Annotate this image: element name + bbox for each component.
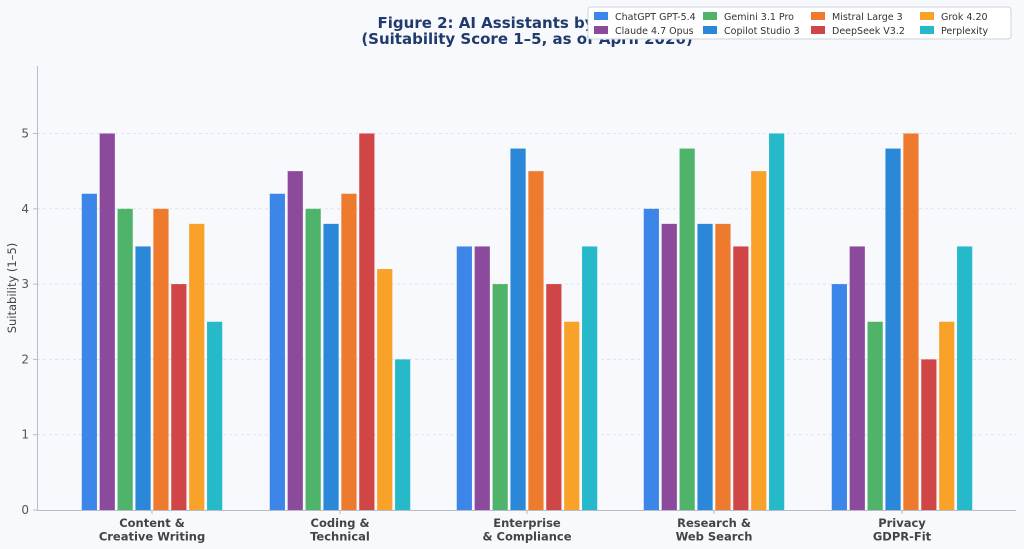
bar: [207, 321, 223, 510]
bar: [867, 321, 883, 510]
bar: [305, 208, 321, 511]
legend-label: Claude 4.7 Opus: [615, 26, 694, 37]
bar: [715, 223, 731, 511]
axes: Suitability (1–5): [5, 66, 1016, 511]
bar: [751, 171, 767, 510]
y-tick-label: 2: [21, 352, 29, 366]
bar: [287, 171, 303, 510]
x-tick-label: & Compliance: [482, 530, 571, 544]
legend-label: Gemini 3.1 Pro: [724, 12, 794, 23]
bar: [359, 133, 375, 510]
bar: [395, 359, 411, 510]
bar: [377, 269, 393, 510]
legend: ChatGPT GPT-5.4 Claude 4.7 Opus Gemini 3.1…: [587, 6, 1012, 40]
x-tick-label: Coding &: [311, 516, 370, 530]
bar: [697, 223, 713, 511]
bar: [957, 246, 973, 510]
legend-label: Copilot Studio 3: [724, 26, 800, 37]
bar: [99, 133, 115, 510]
bar: [153, 208, 169, 511]
x-tick-label: Creative Writing: [99, 530, 205, 544]
bar: [849, 246, 865, 510]
y-tick-label: 5: [21, 127, 29, 141]
legend-swatch: [594, 26, 608, 34]
bar: [341, 193, 357, 511]
y-tick-label: 3: [21, 277, 29, 291]
bar: [189, 223, 205, 511]
bar: [831, 284, 847, 510]
x-tick-label: GDPR-Fit: [873, 530, 932, 544]
bar: [643, 208, 659, 511]
bar: [474, 246, 490, 510]
legend-box: [587, 6, 1012, 40]
legend-label: DeepSeek V3.2: [832, 26, 905, 37]
x-tick-label: Privacy: [878, 516, 926, 530]
bar: [564, 321, 580, 510]
bar: [323, 223, 339, 511]
bars: Content &Creative Writing Coding &Technic…: [81, 133, 973, 544]
bar: [546, 284, 562, 510]
bar: [492, 284, 508, 510]
x-tick-label: Content &: [119, 516, 185, 530]
bar: [81, 193, 97, 511]
bar: [528, 171, 544, 510]
bar: [269, 193, 285, 511]
legend-swatch: [811, 26, 825, 34]
y-tick-label: 0: [21, 503, 29, 517]
legend-swatch: [703, 12, 717, 20]
bar: [903, 133, 919, 510]
bar: [456, 246, 472, 510]
x-tick-label: Enterprise: [493, 516, 561, 530]
bar: [885, 148, 901, 510]
legend-swatch: [594, 12, 608, 20]
legend-label: Mistral Large 3: [832, 12, 903, 23]
bar: [679, 148, 695, 510]
bar: [171, 284, 187, 510]
x-tick-label: Web Search: [676, 530, 753, 544]
bar: [661, 223, 677, 511]
y-tick-label: 1: [21, 428, 29, 442]
x-tick-label: Technical: [310, 530, 370, 544]
bar: [582, 246, 598, 510]
bar: [939, 321, 955, 510]
legend-label: Perplexity: [941, 26, 988, 37]
legend-swatch: [920, 26, 934, 34]
legend-swatch: [811, 12, 825, 20]
x-tick-label: Research &: [677, 516, 751, 530]
bar: [733, 246, 749, 510]
bar: [510, 148, 526, 510]
bar: [117, 208, 133, 511]
bar: [921, 359, 937, 510]
bar: [135, 246, 151, 510]
bar: [769, 133, 785, 510]
y-axis-title: Suitability (1–5): [5, 243, 19, 334]
legend-swatch: [920, 12, 934, 20]
legend-label: Grok 4.20: [941, 12, 988, 23]
legend-label: ChatGPT GPT-5.4: [615, 12, 696, 23]
y-tick-label: 4: [21, 202, 29, 216]
legend-swatch: [703, 26, 717, 34]
